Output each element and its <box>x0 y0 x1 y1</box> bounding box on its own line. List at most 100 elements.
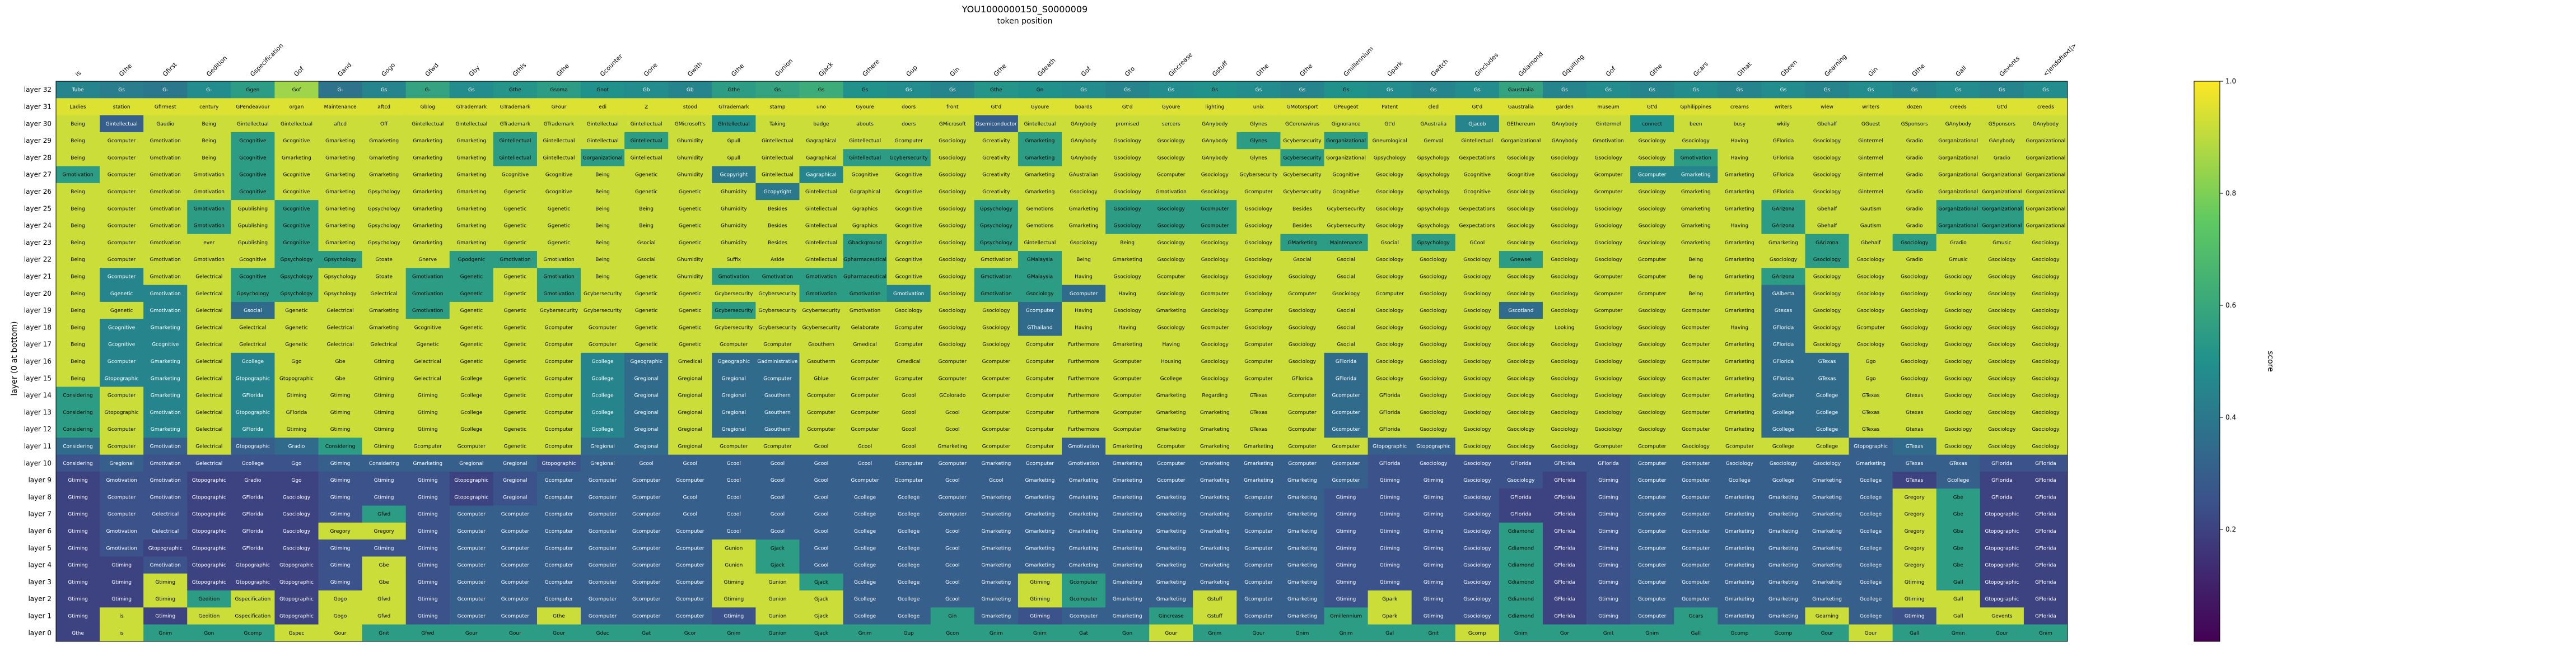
y-tick-label: layer 13 <box>24 408 52 416</box>
cell-label: Gnim <box>2039 631 2052 636</box>
cell-label: Gmotivation <box>543 274 574 280</box>
cell-label: Gcognitive <box>239 274 267 280</box>
cell-label: Gtiming <box>418 546 438 551</box>
cell-label: Gmarketing <box>1812 563 1842 569</box>
cell-label: Gintellectual <box>805 189 837 195</box>
cell-label: is <box>120 631 124 636</box>
cell-label: Gcomputer <box>982 427 1011 432</box>
cell-label: Gcomputer <box>1113 359 1142 365</box>
cell-label: Gsociology <box>1463 597 1491 602</box>
heatmap-cell <box>1018 166 1062 184</box>
cell-label: Gsouthern <box>764 393 791 399</box>
x-tick-label: Gogo <box>380 61 397 78</box>
heatmap-cell <box>2023 98 2068 116</box>
cell-label: Gsociology <box>1507 291 1535 297</box>
heatmap-cell <box>1586 149 1631 166</box>
cell-label: Gsociology <box>939 257 967 263</box>
heatmap-cell <box>362 200 407 217</box>
heatmap-cell <box>1718 183 1762 201</box>
cell-label: museum <box>1598 104 1620 110</box>
cell-label: Being <box>71 257 85 263</box>
heatmap-cell <box>1105 166 1150 184</box>
cell-label: Gmarketing <box>1768 495 1798 500</box>
heatmap-cell <box>1892 166 1937 184</box>
cell-label: Gmarketing <box>413 138 442 144</box>
heatmap-cell <box>1411 115 1456 133</box>
heatmap-cell <box>624 183 669 201</box>
cell-label: Gbe <box>379 563 390 569</box>
cell-label: Gmotivation <box>194 173 225 178</box>
cell-label: Glynes <box>1250 138 1267 144</box>
heatmap-cell <box>1236 149 1281 166</box>
cell-label: Gtopographic <box>192 512 226 518</box>
heatmap-cell <box>1368 115 1412 133</box>
heatmap-cell <box>1455 98 1500 116</box>
cell-label: Gcollege <box>460 427 483 432</box>
cell-label: Gtiming <box>1598 495 1618 500</box>
cell-label: Gtiming <box>330 563 351 569</box>
heatmap-cell <box>56 81 100 99</box>
heatmap-cell <box>1980 149 2024 166</box>
cell-label: Gintellectual <box>106 122 138 127</box>
heatmap-cell <box>274 200 319 217</box>
cell-label: Gsociology <box>2032 393 2060 399</box>
cell-label: Gcognitive <box>283 189 310 195</box>
cell-label: Gsocial <box>637 240 656 246</box>
cell-label: Gcomputer <box>1725 444 1754 450</box>
cell-label: GFlorida <box>2035 495 2056 500</box>
cell-label: Gmotivation <box>150 155 181 161</box>
cell-label: Gcomputer <box>589 563 617 569</box>
cell-label: Gmarketing <box>1025 512 1055 518</box>
cell-label: Gcollege <box>854 580 876 585</box>
cell-label: Gthe <box>727 87 740 93</box>
cell-label: Gsociology <box>1158 155 1186 161</box>
cell-label: Gsociology <box>1463 308 1491 314</box>
cell-label: GMicrosoft's <box>675 122 706 127</box>
cell-label: Gtiming <box>1424 597 1444 602</box>
cell-label: Gsociology <box>1595 155 1623 161</box>
y-tick-label: layer 24 <box>24 222 52 230</box>
heatmap-cell <box>1761 200 1805 217</box>
cell-label: Gpsychology <box>1417 155 1450 161</box>
cell-label: Being <box>71 308 85 314</box>
cell-label: Gsoma <box>550 87 567 93</box>
cell-label: Gs <box>1605 87 1612 93</box>
cell-label: Z <box>645 104 648 110</box>
cell-label: Gsociology <box>1376 274 1404 280</box>
heatmap-cell <box>56 166 100 184</box>
cell-label: Gcollege <box>854 512 876 518</box>
cell-label: Gcomputer <box>1638 461 1667 467</box>
cell-label: Gdiamond <box>1508 580 1534 585</box>
cell-label: Gelectrical <box>326 308 353 314</box>
heatmap-cell <box>1062 149 1106 166</box>
cell-label: GAustralian <box>1069 173 1099 178</box>
cell-label: Gs <box>2042 87 2049 93</box>
cell-label: Gsociology <box>1332 291 1360 297</box>
cell-label: cled <box>1428 104 1439 110</box>
heatmap-cell <box>1674 166 1718 184</box>
cell-label: Gsociology <box>1420 342 1448 348</box>
heatmap-cell <box>143 183 188 201</box>
cell-label: Gbehalf <box>1817 206 1837 212</box>
cell-label: Gcollege <box>1816 393 1838 399</box>
cell-label: Gsociology <box>1988 257 2016 263</box>
cell-label: Gjack <box>814 580 829 585</box>
cell-label: Gcognitive <box>1508 173 1535 178</box>
cell-label: Gmarketing <box>1681 173 1711 178</box>
cell-label: Considering <box>63 410 93 416</box>
heatmap-cell <box>2023 81 2068 99</box>
cell-label: Gsociology <box>939 224 967 229</box>
x-tick-label: Gby <box>468 64 482 78</box>
cell-label: Gtiming <box>1598 563 1618 569</box>
cell-label: Gt'd <box>1384 122 1395 127</box>
cell-label: Gcomputer <box>1288 393 1317 399</box>
cell-label: Gtiming <box>1598 580 1618 585</box>
cell-label: Gmotivation <box>762 274 793 280</box>
cell-label: Ggeographic <box>718 359 750 365</box>
cell-label: Gcool <box>902 427 916 432</box>
cell-label: G- <box>337 87 343 93</box>
cell-label: Gtiming <box>1905 580 1925 585</box>
heatmap-cell <box>1499 183 1543 201</box>
heatmap-cell <box>668 81 712 99</box>
cell-label: Gtiming <box>287 393 307 399</box>
